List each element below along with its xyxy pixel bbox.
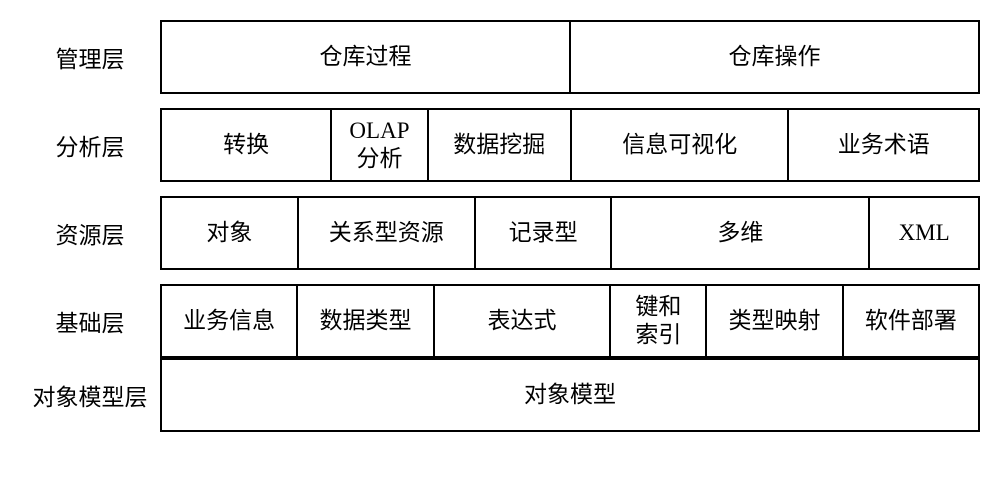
layer-cells: 转换 OLAP 分析 数据挖掘 信息可视化 业务术语 bbox=[160, 108, 980, 182]
layer-label: 资源层 bbox=[20, 196, 160, 270]
layer-cell: 表达式 bbox=[435, 284, 612, 358]
layer-cell: 业务信息 bbox=[160, 284, 298, 358]
layer-cell: 软件部署 bbox=[844, 284, 980, 358]
layer-row-foundation: 基础层 业务信息 数据类型 表达式 键和 索引 类型映射 软件部署 bbox=[20, 284, 980, 358]
layer-cell: 对象 bbox=[160, 196, 299, 270]
layer-label: 分析层 bbox=[20, 108, 160, 182]
layer-row-management: 管理层 仓库过程 仓库操作 bbox=[20, 20, 980, 94]
layer-cell: XML bbox=[870, 196, 980, 270]
layer-cell: 仓库过程 bbox=[160, 20, 571, 94]
layer-cell: 多维 bbox=[612, 196, 870, 270]
layer-cells: 对象 关系型资源 记录型 多维 XML bbox=[160, 196, 980, 270]
layer-cell: 关系型资源 bbox=[299, 196, 476, 270]
layer-cell: 业务术语 bbox=[789, 108, 980, 182]
layer-cell: 转换 bbox=[160, 108, 332, 182]
layer-cell: 记录型 bbox=[476, 196, 613, 270]
layer-row-object-model: 对象模型层 对象模型 bbox=[20, 358, 980, 432]
layer-cells: 仓库过程 仓库操作 bbox=[160, 20, 980, 94]
layer-cell: 数据挖掘 bbox=[429, 108, 572, 182]
layer-row-resource: 资源层 对象 关系型资源 记录型 多维 XML bbox=[20, 196, 980, 270]
layer-cell: OLAP 分析 bbox=[332, 108, 428, 182]
layer-row-analysis: 分析层 转换 OLAP 分析 数据挖掘 信息可视化 业务术语 bbox=[20, 108, 980, 182]
layer-cell: 信息可视化 bbox=[572, 108, 789, 182]
layer-cell: 对象模型 bbox=[160, 358, 980, 432]
layer-label: 基础层 bbox=[20, 284, 160, 358]
layer-cells: 业务信息 数据类型 表达式 键和 索引 类型映射 软件部署 bbox=[160, 284, 980, 358]
layer-cells: 对象模型 bbox=[160, 358, 980, 432]
layered-architecture-diagram: 管理层 仓库过程 仓库操作 分析层 转换 OLAP 分析 数据挖掘 信息可视化 … bbox=[20, 20, 980, 432]
layer-label: 对象模型层 bbox=[20, 358, 160, 432]
layer-cell: 仓库操作 bbox=[571, 20, 980, 94]
layer-cell: 数据类型 bbox=[298, 284, 434, 358]
layer-cell: 类型映射 bbox=[707, 284, 843, 358]
layer-label: 管理层 bbox=[20, 20, 160, 94]
layer-cell: 键和 索引 bbox=[611, 284, 707, 358]
